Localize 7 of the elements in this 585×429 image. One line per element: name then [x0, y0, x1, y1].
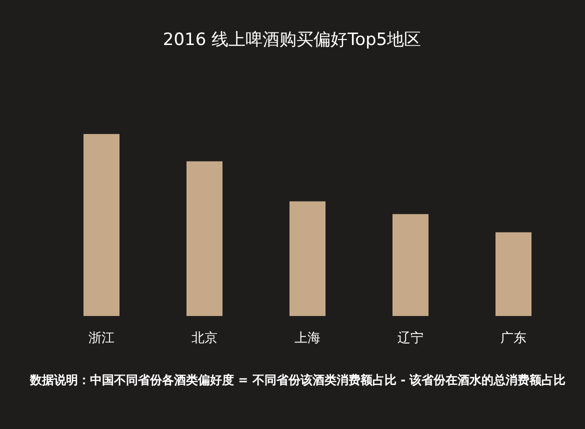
chart-title: 2016 线上啤酒购买偏好Top5地区 [162, 30, 422, 50]
x-tick-label: 辽宁 [398, 330, 424, 346]
text: 数据说明：中国不同省份各酒类偏好度 = 不同省份该酒类消费额占比 - 该省份在酒水的总消费额占比 [30, 372, 567, 388]
x-tick-label: 上海 [294, 331, 320, 346]
x-tick-label: 浙江 [88, 331, 114, 346]
x-tick-label: 北京 [192, 331, 218, 346]
x-tick-label: 广东 [500, 331, 526, 346]
